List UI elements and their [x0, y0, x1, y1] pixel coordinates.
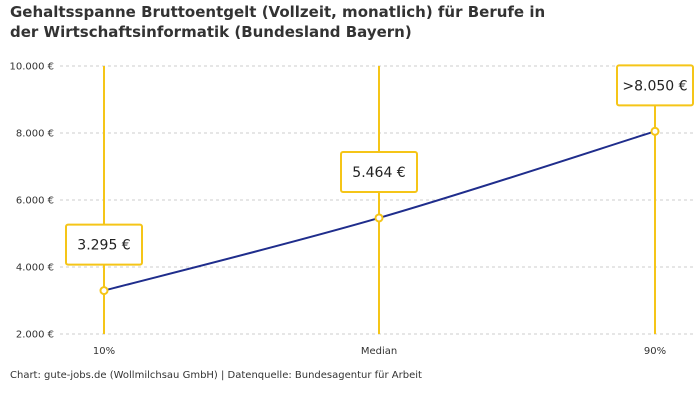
data-point [99, 286, 109, 296]
y-tick-label: 4.000 € [16, 263, 54, 274]
y-tick-label: 10.000 € [9, 62, 54, 73]
grid-layer [60, 65, 695, 335]
callout-layer: 3.295 € 5.464 € >8.050 € [65, 64, 694, 266]
data-point [374, 213, 384, 223]
x-tick-label: 10% [93, 346, 115, 357]
axis-layer: 2.000 € 4.000 € 6.000 € 8.000 € 10.000 € 10% M… [9, 62, 666, 358]
value-callout-box [65, 223, 143, 266]
chart-caption: Chart: gute-jobs.de (Wollmilchsau GmbH) … [10, 370, 422, 381]
value-callout-box [616, 64, 694, 107]
value-label: 5.464 € [352, 165, 405, 181]
y-tick-label: 8.000 € [16, 129, 54, 140]
y-tick-label: 6.000 € [16, 196, 54, 207]
series-layer [99, 126, 660, 296]
y-tick-label: 2.000 € [16, 330, 54, 341]
x-tick-label: 90% [644, 346, 666, 357]
data-point [650, 126, 660, 136]
value-label: >8.050 € [622, 78, 687, 94]
value-callout-box [340, 150, 418, 193]
x-tick-label: Median [361, 346, 397, 357]
value-label: 3.295 € [77, 238, 130, 254]
chart-title: Gehaltsspanne Bruttoentgelt (Vollzeit, m… [10, 3, 546, 41]
